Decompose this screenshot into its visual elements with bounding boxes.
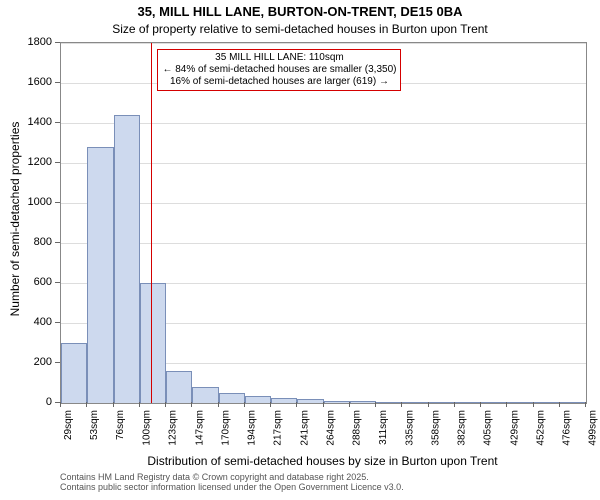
y-tick-label: 1200 <box>0 156 52 168</box>
y-tick-label: 1000 <box>0 196 52 208</box>
x-tick-label: 217sqm <box>273 410 284 446</box>
plot-area: 35 MILL HILL LANE: 110sqm ← 84% of semi-… <box>60 42 587 404</box>
y-tick-label: 1400 <box>0 116 52 128</box>
bar <box>297 399 323 403</box>
footer-line2: Contains public sector information licen… <box>60 482 404 492</box>
y-tick-label: 1600 <box>0 76 52 88</box>
bar <box>114 115 140 403</box>
bar <box>324 401 350 403</box>
y-tick-label: 200 <box>0 356 52 368</box>
bar <box>507 402 533 403</box>
x-tick-label: 405sqm <box>483 410 494 446</box>
bar <box>376 402 402 403</box>
bar <box>350 401 376 403</box>
chart-title-main: 35, MILL HILL LANE, BURTON-ON-TRENT, DE1… <box>0 4 600 19</box>
annotation-line3: 16% of semi-detached houses are larger (… <box>162 76 396 88</box>
x-tick-label: 53sqm <box>89 410 100 440</box>
bar <box>140 283 166 403</box>
x-tick-label: 170sqm <box>221 410 232 446</box>
y-tick-label: 0 <box>0 396 52 408</box>
y-tick-label: 600 <box>0 276 52 288</box>
annotation-line1: 35 MILL HILL LANE: 110sqm <box>162 52 396 64</box>
x-tick-label: 241sqm <box>299 410 310 446</box>
x-tick-label: 335sqm <box>404 410 415 446</box>
x-tick-label: 194sqm <box>247 410 258 446</box>
chart-container: 35, MILL HILL LANE, BURTON-ON-TRENT, DE1… <box>0 0 600 500</box>
bar <box>61 343 87 403</box>
y-tick-label: 400 <box>0 316 52 328</box>
bar <box>429 402 455 403</box>
bar <box>481 402 507 403</box>
x-tick-label: 311sqm <box>378 410 389 445</box>
x-tick-label: 29sqm <box>63 410 74 440</box>
bar <box>271 398 297 403</box>
bar <box>192 387 218 403</box>
bar <box>534 402 560 403</box>
bar <box>87 147 113 403</box>
bar <box>455 402 481 403</box>
x-tick-label: 100sqm <box>142 410 153 446</box>
x-tick-label: 499sqm <box>588 410 599 446</box>
x-tick-label: 476sqm <box>562 410 573 446</box>
y-tick-label: 1800 <box>0 36 52 48</box>
x-tick-label: 147sqm <box>194 410 205 446</box>
chart-title-sub: Size of property relative to semi-detach… <box>0 22 600 36</box>
annotation-line2: ← 84% of semi-detached houses are smalle… <box>162 64 396 76</box>
bar <box>245 396 271 403</box>
annotation-box: 35 MILL HILL LANE: 110sqm ← 84% of semi-… <box>157 49 401 91</box>
x-tick-label: 123sqm <box>168 410 179 446</box>
footer: Contains HM Land Registry data © Crown c… <box>60 472 404 492</box>
x-tick-label: 429sqm <box>509 410 520 446</box>
bar <box>560 402 586 403</box>
x-tick-label: 382sqm <box>457 410 468 446</box>
bar <box>166 371 192 403</box>
bar <box>219 393 245 403</box>
x-tick-label: 452sqm <box>536 410 547 446</box>
x-tick-label: 264sqm <box>326 410 337 446</box>
bar <box>402 402 428 403</box>
x-axis-label: Distribution of semi-detached houses by … <box>60 454 585 468</box>
footer-line1: Contains HM Land Registry data © Crown c… <box>60 472 404 482</box>
y-axis-label: Number of semi-detached properties <box>8 109 22 329</box>
x-tick-label: 358sqm <box>431 410 442 446</box>
x-tick-label: 76sqm <box>116 410 127 440</box>
x-tick-label: 288sqm <box>352 410 363 446</box>
marker-line <box>151 43 152 403</box>
y-tick-label: 800 <box>0 236 52 248</box>
